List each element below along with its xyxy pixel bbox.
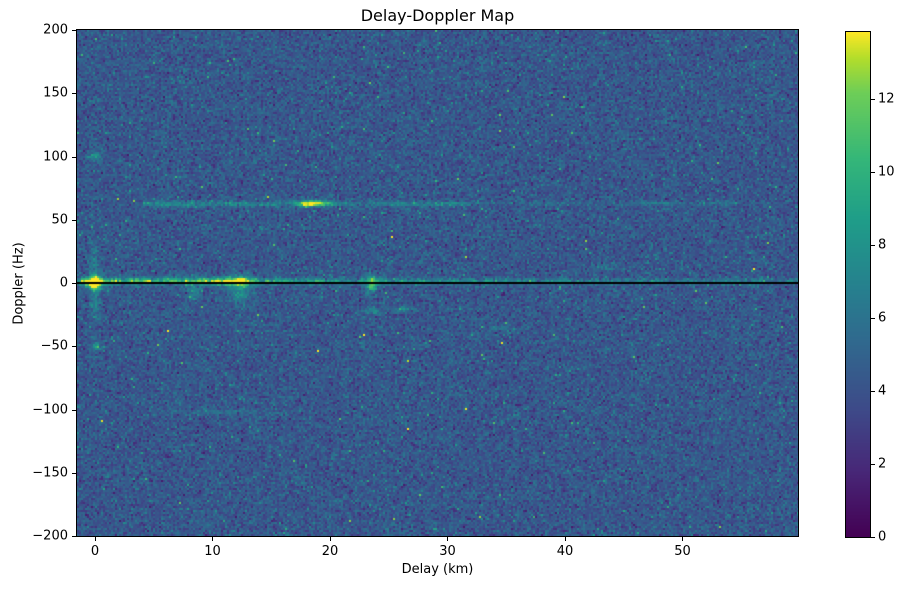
x-axis-label: Delay (km): [401, 562, 474, 577]
colorbar-tick-label: 4: [878, 383, 887, 399]
y-axis-label: Doppler (Hz): [11, 242, 27, 325]
y-tick-label: 50: [51, 212, 68, 228]
y-tick-mark: [72, 472, 76, 474]
colorbar-tick-mark: [871, 318, 875, 320]
x-tick-label: 50: [674, 544, 691, 559]
x-tick-label: 40: [556, 544, 574, 559]
x-tick-mark: [212, 537, 214, 541]
y-tick-label: 100: [43, 149, 68, 164]
colorbar-tick-label: 6: [878, 310, 887, 326]
y-tick-mark: [72, 156, 76, 158]
colorbar-tick-mark: [871, 172, 875, 174]
y-tick-label: −50: [40, 338, 68, 354]
plot-area: [76, 29, 799, 537]
y-tick-label: −150: [32, 465, 68, 481]
colorbar-tick-mark: [871, 99, 875, 101]
y-tick-mark: [72, 219, 76, 221]
x-tick-mark: [447, 537, 449, 541]
x-tick-mark: [682, 537, 684, 541]
colorbar-tick-mark: [871, 464, 875, 466]
chart-title: Delay-Doppler Map: [360, 6, 515, 25]
y-tick-mark: [72, 409, 76, 411]
y-tick-label: 200: [43, 22, 68, 38]
y-tick-mark: [72, 346, 76, 348]
colorbar-tick-mark: [871, 537, 875, 538]
y-tick-mark: [72, 30, 76, 31]
colorbar-tick-label: 12: [878, 91, 895, 107]
colorbar-tick-label: 2: [878, 456, 887, 472]
x-tick-label: 30: [439, 544, 456, 559]
colorbar-tick-mark: [871, 245, 875, 247]
x-tick-mark: [564, 537, 566, 541]
colorbar-tick-label: 0: [878, 529, 887, 545]
y-tick-mark: [72, 283, 76, 284]
colorbar-tick-label: 10: [878, 164, 895, 180]
x-tick-mark: [94, 537, 96, 541]
x-tick-label: 20: [321, 544, 339, 559]
y-tick-mark: [72, 93, 76, 95]
x-tick-label: 0: [90, 544, 100, 559]
y-tick-label: −100: [32, 402, 68, 417]
y-tick-label: −200: [32, 528, 68, 544]
x-tick-label: 10: [204, 544, 221, 559]
heatmap-canvas: [77, 30, 798, 536]
colorbar-tick-label: 8: [878, 237, 887, 253]
y-tick-label: 0: [59, 275, 68, 291]
colorbar-tick-mark: [871, 391, 875, 393]
colorbar: [845, 31, 871, 538]
y-tick-label: 150: [43, 85, 68, 101]
x-tick-mark: [329, 537, 331, 541]
colorbar-canvas: [846, 32, 870, 537]
y-tick-mark: [72, 536, 76, 537]
